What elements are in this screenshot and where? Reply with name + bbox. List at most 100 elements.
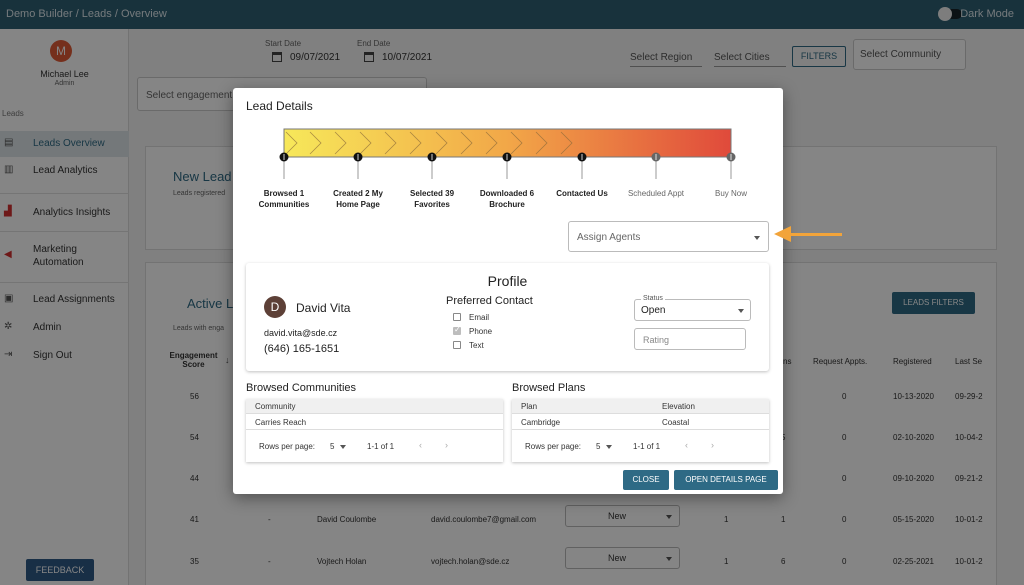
progress-bar	[283, 128, 732, 158]
status-select[interactable]: New	[565, 505, 680, 527]
sidebar-item-lead-analytics[interactable]: ▥ Lead Analytics	[0, 158, 129, 184]
end-date-value[interactable]: 10/07/2021	[382, 52, 433, 63]
last-cell: 10-01-2	[955, 557, 983, 566]
divider	[0, 282, 129, 283]
sidebar: M Michael Lee Admin Leads ▤ Leads Overvi…	[0, 29, 129, 585]
email-checkbox[interactable]	[453, 313, 461, 321]
leads-filters-button[interactable]: LEADS FILTERS	[892, 292, 975, 314]
chevron-down-icon[interactable]	[606, 445, 612, 449]
sort-arrow-icon[interactable]: ↓	[225, 355, 230, 365]
text-checkbox[interactable]	[453, 341, 461, 349]
stage-label: Downloaded 6 Brochure	[479, 189, 535, 209]
sign-out-icon: ⇥	[4, 349, 13, 360]
profile-card: Profile D David Vita david.vita@sde.cz (…	[246, 263, 769, 371]
top-bar: Demo Builder / Leads / Overview Dark Mod…	[0, 0, 1024, 29]
breadcrumb[interactable]: Demo Builder / Leads / Overview	[6, 8, 167, 20]
appts-cell: 0	[842, 392, 847, 401]
column-header[interactable]: Plan	[521, 402, 538, 411]
sidebar-item-label: Lead Assignments	[33, 294, 115, 305]
cell: 1	[724, 515, 729, 524]
rows-per-page-label: Rows per page:	[259, 442, 316, 451]
sidebar-item-label: Analytics Insights	[33, 207, 111, 218]
rating-field[interactable]: Rating	[634, 328, 746, 350]
community-cell[interactable]: Carries Reach	[255, 418, 307, 427]
chevron-down-icon	[666, 515, 672, 519]
assign-agents-select[interactable]: Assign Agents	[568, 221, 769, 252]
stage-label: Selected 39 Favorites	[409, 189, 455, 209]
previous-page-icon[interactable]: ‹	[419, 440, 422, 450]
last-cell: 10-04-2	[955, 433, 983, 442]
pagination-range: 1-1 of 1	[367, 442, 395, 451]
engagement-score-header[interactable]: Engagement Score	[169, 351, 218, 369]
region-select[interactable]: Select Region	[630, 52, 702, 67]
browsed-plans-title: Browsed Plans	[512, 382, 586, 394]
sidebar-item-leads-overview[interactable]: ▤ Leads Overview	[0, 131, 129, 157]
column-header: Request Appts.	[813, 357, 868, 366]
rows-per-page-select[interactable]: 5	[596, 442, 601, 451]
divider	[0, 193, 129, 194]
divider	[0, 231, 129, 232]
stage-label: Created 2 My Home Page	[333, 189, 383, 209]
engagement-select-placeholder: Select engagement s	[146, 90, 240, 101]
last-cell: 09-29-2	[955, 392, 983, 401]
status-select[interactable]: New	[565, 547, 680, 569]
clipboard-icon: ▤	[4, 137, 14, 148]
phone-checkbox-label: Phone	[469, 327, 493, 336]
name-cell: Vojtech Holan	[317, 557, 367, 566]
elevation-cell[interactable]: Coastal	[662, 418, 690, 427]
last-cell: 09-21-2	[955, 474, 983, 483]
column-header[interactable]: Elevation	[662, 402, 695, 411]
status-select-value: New	[608, 553, 627, 563]
appts-cell: 0	[842, 557, 847, 566]
user-avatar[interactable]: M	[50, 40, 72, 62]
cell: 5	[781, 433, 786, 442]
next-page-icon[interactable]: ›	[711, 440, 714, 450]
chevron-down-icon[interactable]	[340, 445, 346, 449]
cell: 1	[724, 557, 729, 566]
lead-email[interactable]: david.vita@sde.cz	[264, 328, 338, 338]
last-cell: 10-01-2	[955, 515, 983, 524]
appts-cell: 0	[842, 433, 847, 442]
divider	[512, 429, 769, 430]
calendar-icon[interactable]	[272, 52, 282, 62]
stage-label: Buy Now	[714, 189, 747, 198]
cities-select[interactable]: Select Cities	[714, 52, 786, 67]
active-leads-sub: Leads with enga	[173, 325, 224, 332]
sidebar-item-marketing-automation[interactable]: ◀ Marketing Automation	[0, 237, 129, 271]
status-select[interactable]: Status Open	[634, 295, 751, 321]
sidebar-item-label: Marketing Automation	[33, 244, 84, 268]
column-header[interactable]: Community	[255, 402, 296, 411]
sidebar-item-analytics-insights[interactable]: ▟ Analytics Insights	[0, 200, 129, 226]
plan-cell[interactable]: Cambridge	[521, 418, 561, 427]
sidebar-section-label: Leads	[2, 109, 24, 118]
start-date-value[interactable]: 09/07/2021	[290, 52, 341, 63]
badge-icon: ▣	[4, 293, 14, 304]
phone-checkbox[interactable]	[453, 325, 461, 335]
text-checkbox-label: Text	[469, 341, 484, 350]
previous-page-icon[interactable]: ‹	[685, 440, 688, 450]
next-page-icon[interactable]: ›	[445, 440, 448, 450]
dialog-title: Lead Details	[246, 99, 313, 113]
community-select[interactable]: Select Community	[853, 39, 966, 70]
filters-button[interactable]: FILTERS	[792, 46, 846, 67]
stage-label: Scheduled Appt	[627, 189, 685, 198]
sidebar-item-sign-out[interactable]: ⇥ Sign Out	[0, 343, 129, 369]
new-leads-title: New Lead	[173, 169, 232, 184]
feedback-button[interactable]: FEEDBACK	[26, 559, 94, 581]
score-cell: 35	[190, 557, 199, 566]
sidebar-item-label: Lead Analytics	[33, 165, 98, 176]
open-details-page-button[interactable]: OPEN DETAILS PAGE	[674, 470, 778, 490]
lead-phone[interactable]: (646) 165-1651	[264, 343, 340, 355]
end-date-label: End Date	[357, 39, 391, 48]
rows-per-page-label: Rows per page:	[525, 442, 582, 451]
rows-per-page-select[interactable]: 5	[330, 442, 335, 451]
sidebar-item-admin[interactable]: ✲ Admin	[0, 315, 129, 341]
browsed-plans-table: Plan Elevation Cambridge Coastal Rows pe…	[512, 399, 769, 462]
sidebar-item-label: Sign Out	[33, 350, 72, 361]
progress-chevrons	[285, 131, 573, 155]
dark-mode-toggle[interactable]	[938, 7, 962, 21]
close-button[interactable]: CLOSE	[623, 470, 669, 490]
sidebar-item-lead-assignments[interactable]: ▣ Lead Assignments	[0, 287, 129, 313]
calendar-icon[interactable]	[364, 52, 374, 62]
cell: -	[268, 557, 271, 566]
